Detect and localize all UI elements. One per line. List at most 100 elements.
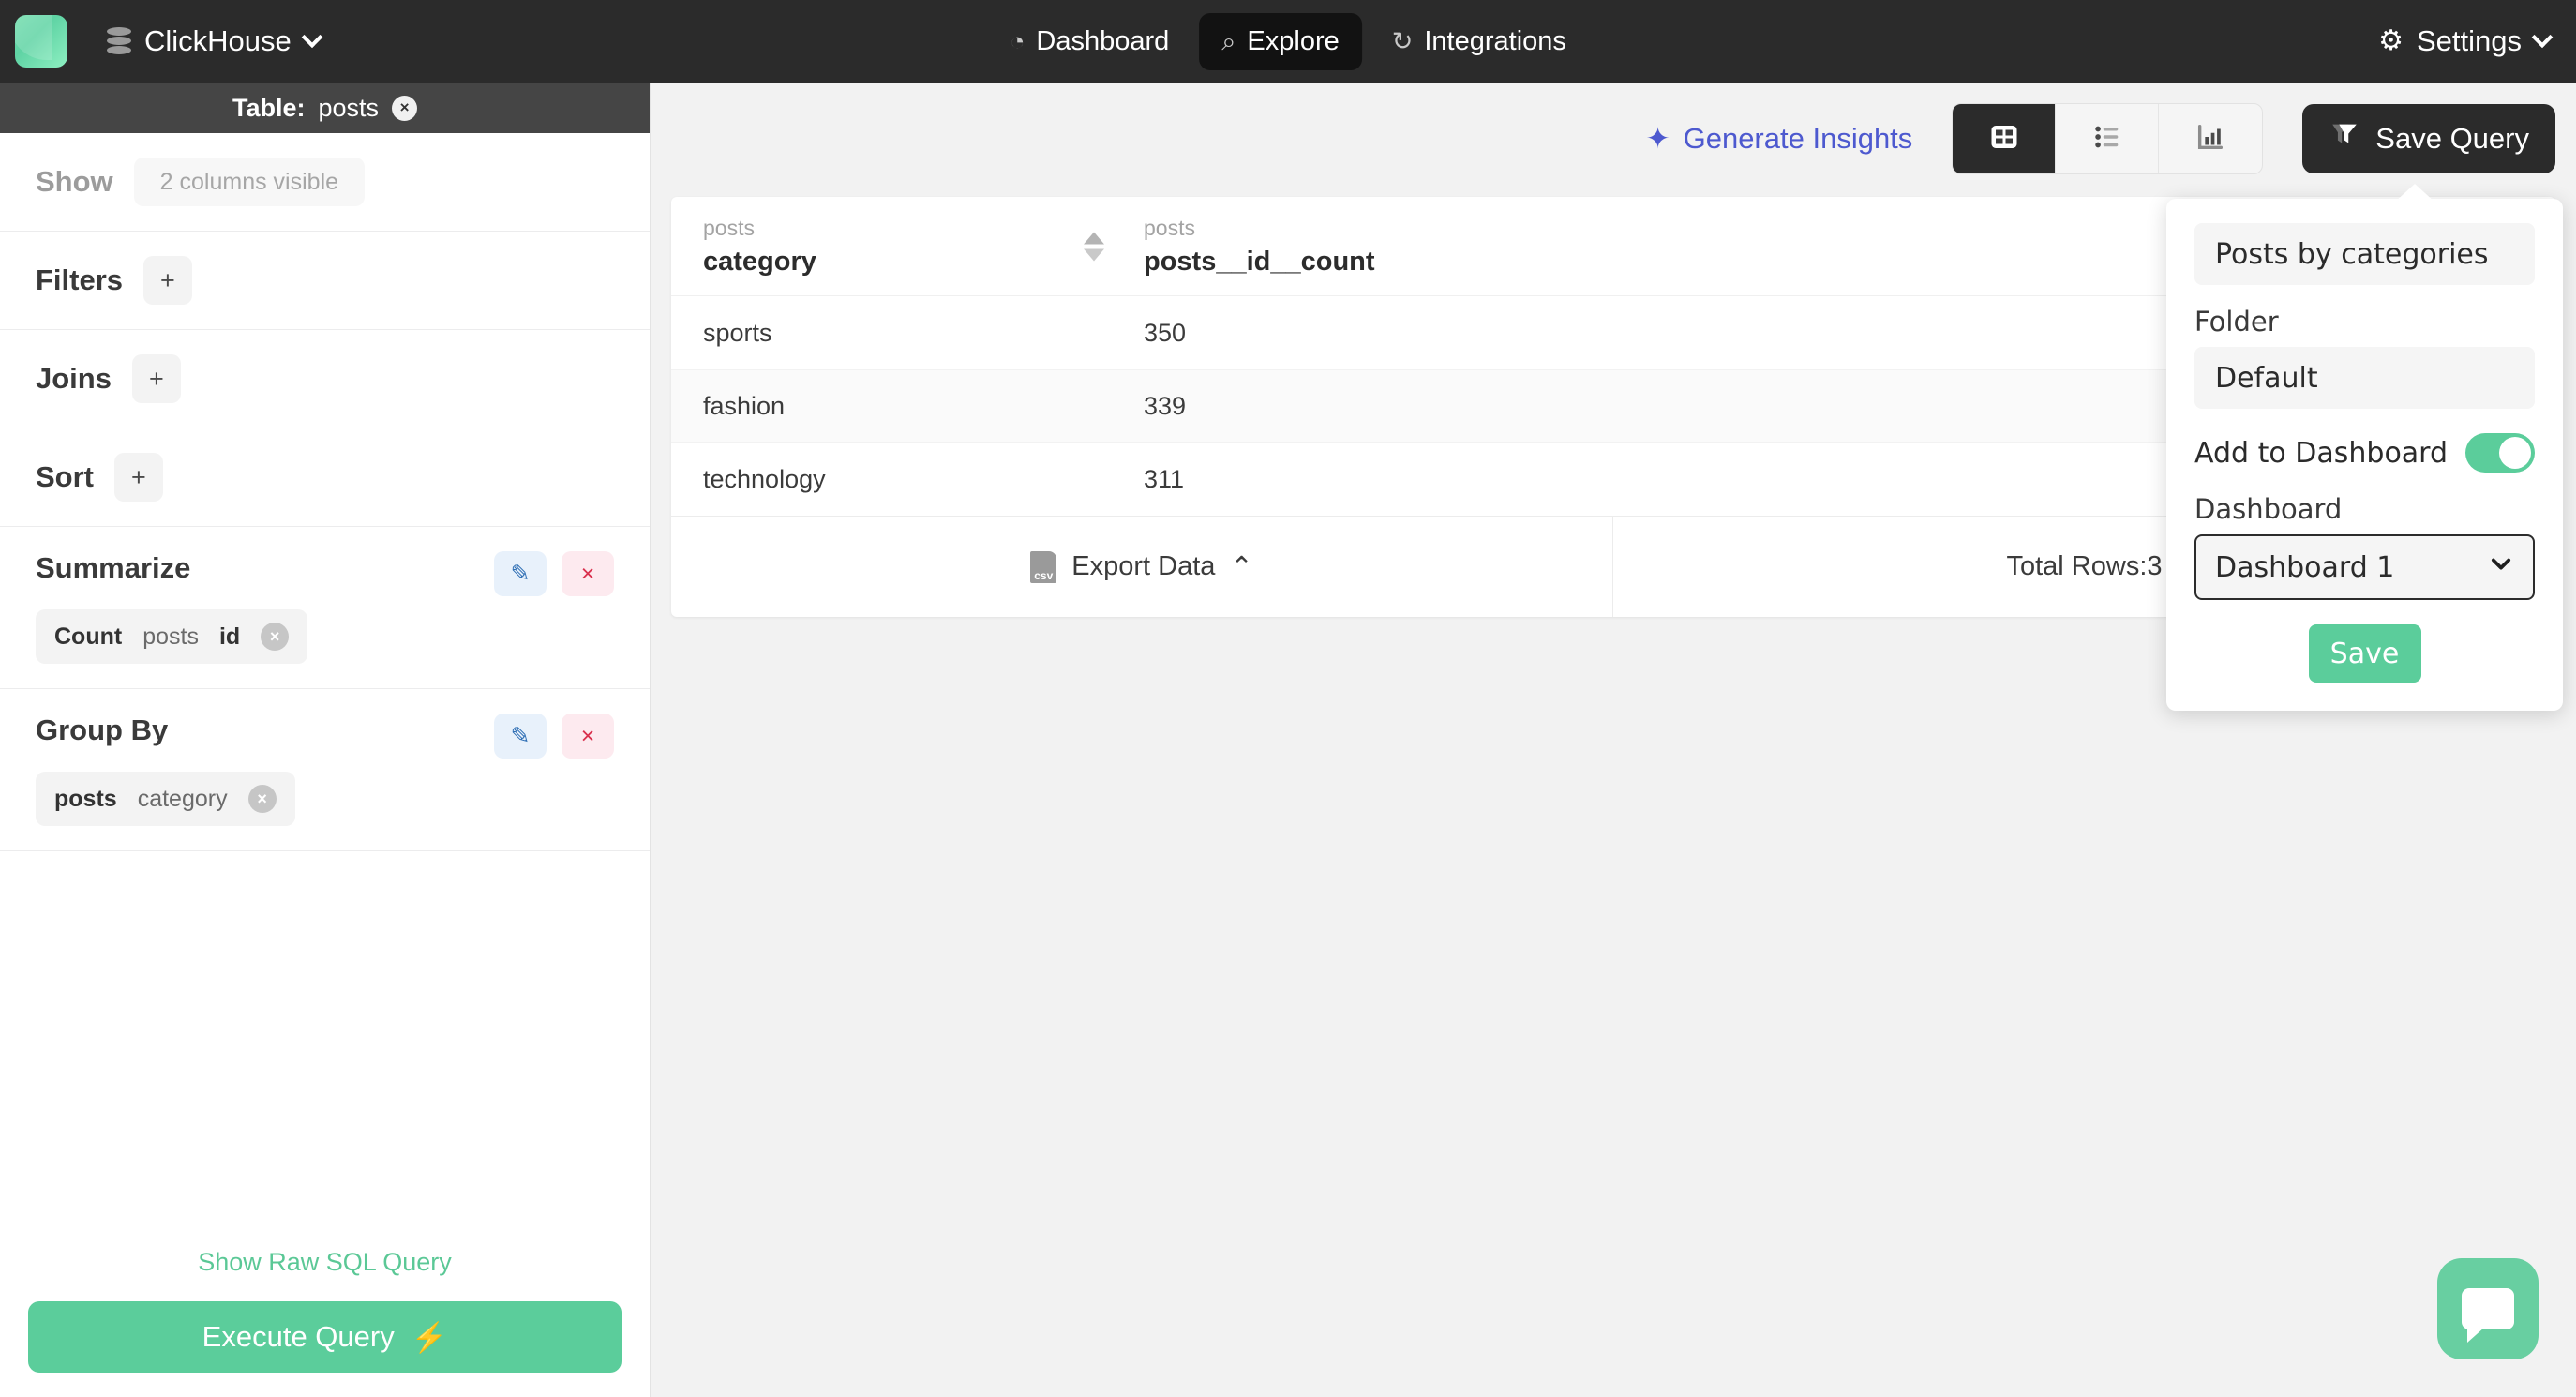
table-row[interactable]: sports 350 xyxy=(671,296,2555,369)
column-name-count: posts__id__count xyxy=(1144,246,1375,277)
nav-label-dashboard: Dashboard xyxy=(1036,25,1170,56)
add-sort-button[interactable]: + xyxy=(114,453,163,502)
view-mode-toggle xyxy=(1952,103,2264,174)
dashboard-select[interactable]: Dashboard 1 xyxy=(2194,534,2535,600)
section-sort: Sort + xyxy=(0,428,650,527)
refresh-icon: ↻ xyxy=(1391,26,1414,55)
export-data-button[interactable]: csv Export Data ⌃ xyxy=(671,517,1613,617)
gauge-icon: ◔ xyxy=(1010,26,1026,55)
add-to-dashboard-toggle[interactable] xyxy=(2465,433,2535,473)
save-query-button[interactable]: Save Query xyxy=(2302,104,2555,173)
database-selector[interactable]: ClickHouse xyxy=(107,24,323,58)
settings-menu[interactable]: ⚙ Settings xyxy=(2378,24,2554,58)
delete-summarize-button[interactable]: × xyxy=(562,551,614,596)
group-by-column: category xyxy=(137,785,228,812)
edit-group-by-button[interactable]: ✎ xyxy=(494,714,547,759)
chevron-down-icon xyxy=(301,26,323,49)
column-source-count: posts xyxy=(1144,215,1195,240)
add-to-dashboard-row: Add to Dashboard xyxy=(2194,433,2535,473)
nav-item-dashboard[interactable]: ◔ Dashboard xyxy=(987,13,1191,70)
query-name-input[interactable]: Posts by categories xyxy=(2194,223,2535,285)
funnel-icon xyxy=(2329,119,2360,158)
database-icon xyxy=(107,27,131,55)
delete-group-by-button[interactable]: × xyxy=(562,714,614,759)
add-filter-button[interactable]: + xyxy=(143,256,192,305)
add-to-dashboard-label: Add to Dashboard xyxy=(2194,436,2449,470)
lightning-icon: ⚡ xyxy=(411,1320,448,1354)
total-rows-label: Total Rows:3 xyxy=(2006,551,2163,581)
query-builder-sidebar: Table: posts × Show 2 columns visible Fi… xyxy=(0,83,651,1397)
view-mode-table[interactable] xyxy=(1953,104,2057,173)
chat-widget-button[interactable] xyxy=(2437,1258,2539,1359)
sparkle-icon: ✦ xyxy=(1645,122,1670,155)
chat-bubble-icon xyxy=(2462,1288,2514,1343)
nav-label-integrations: Integrations xyxy=(1424,25,1566,56)
summarize-title: Summarize xyxy=(36,551,191,584)
sort-toggle-icon[interactable] xyxy=(1084,232,1104,261)
nav-item-integrations[interactable]: ↻ Integrations xyxy=(1370,13,1589,70)
column-header-category[interactable]: posts category xyxy=(671,216,1112,278)
summarize-actions: ✎ × xyxy=(494,551,614,596)
joins-title: Joins xyxy=(36,362,112,395)
table-name-label: posts xyxy=(318,93,380,122)
folder-label: Folder xyxy=(2194,306,2279,338)
group-by-title: Group By xyxy=(36,714,169,746)
column-name-category: category xyxy=(703,246,816,277)
dashboard-label: Dashboard xyxy=(2194,493,2343,525)
columns-visible-selector[interactable]: 2 columns visible xyxy=(133,158,366,206)
settings-label: Settings xyxy=(2416,24,2522,57)
execute-query-button[interactable]: Execute Query ⚡ xyxy=(28,1301,622,1373)
main-nav: ◔ Dashboard ⌕ Explore ↻ Integrations xyxy=(987,12,1589,70)
group-by-actions: ✎ × xyxy=(494,714,614,759)
section-joins: Joins + xyxy=(0,330,650,428)
column-source-category: posts xyxy=(703,215,755,240)
group-by-token[interactable]: posts category × xyxy=(36,772,295,826)
results-toolbar: ✦ Generate Insights xyxy=(1646,103,2555,174)
chevron-down-icon xyxy=(2488,550,2514,584)
table-row[interactable]: technology 311 xyxy=(671,443,2555,516)
section-show: Show 2 columns visible xyxy=(0,133,650,232)
folder-input[interactable]: Default xyxy=(2194,347,2535,409)
generate-insights-label: Generate Insights xyxy=(1683,122,1913,155)
section-filters: Filters + xyxy=(0,232,650,330)
nav-label-explore: Explore xyxy=(1247,25,1340,56)
filters-title: Filters xyxy=(36,263,124,296)
remove-group-by-token-button[interactable]: × xyxy=(247,785,277,813)
dashboard-selected-value: Dashboard 1 xyxy=(2215,550,2395,584)
save-query-label: Save Query xyxy=(2375,122,2529,155)
generate-insights-button[interactable]: ✦ Generate Insights xyxy=(1646,122,1913,156)
summarize-token[interactable]: Count posts id × xyxy=(36,609,308,664)
table-view-icon xyxy=(1987,120,2021,158)
nav-item-explore[interactable]: ⌕ Explore xyxy=(1199,12,1362,70)
remove-summarize-token-button[interactable]: × xyxy=(261,623,290,651)
view-mode-chart[interactable] xyxy=(2159,104,2262,173)
show-raw-sql-link[interactable]: Show Raw SQL Query xyxy=(198,1248,452,1276)
cell-category: fashion xyxy=(703,391,786,420)
results-table-header-row: posts category posts posts__id__count xyxy=(671,197,2555,296)
top-navigation-bar: ClickHouse ◔ Dashboard ⌕ Explore ↻ Integ… xyxy=(0,0,2576,83)
execute-query-label: Execute Query xyxy=(202,1320,395,1353)
cell-count: 350 xyxy=(1144,318,1187,347)
popover-save-button[interactable]: Save xyxy=(2308,624,2421,683)
section-summarize: Summarize ✎ × Count posts id × xyxy=(0,527,650,689)
selected-table-header: Table: posts × xyxy=(0,83,650,133)
app-logo[interactable] xyxy=(15,15,67,68)
group-by-table: posts xyxy=(54,785,117,812)
cell-category: sports xyxy=(703,318,772,347)
clear-table-button[interactable]: × xyxy=(392,95,418,121)
summarize-function: Count xyxy=(54,623,123,650)
sidebar-footer: Show Raw SQL Query Execute Query ⚡ xyxy=(0,1227,650,1397)
view-mode-list[interactable] xyxy=(2056,104,2160,173)
column-header-count[interactable]: posts posts__id__count xyxy=(1112,216,1562,278)
gear-icon: ⚙ xyxy=(2378,25,2404,56)
cell-count: 311 xyxy=(1144,464,1185,493)
table-prefix-label: Table: xyxy=(232,93,306,122)
add-join-button[interactable]: + xyxy=(131,354,181,403)
cell-category: technology xyxy=(703,464,826,493)
edit-summarize-button[interactable]: ✎ xyxy=(494,551,547,596)
chevron-up-icon: ⌃ xyxy=(1230,552,1253,582)
search-icon: ⌕ xyxy=(1221,26,1236,55)
list-view-icon xyxy=(2091,121,2123,158)
cell-count: 339 xyxy=(1144,391,1187,420)
section-group-by: Group By ✎ × posts category × xyxy=(0,689,650,851)
